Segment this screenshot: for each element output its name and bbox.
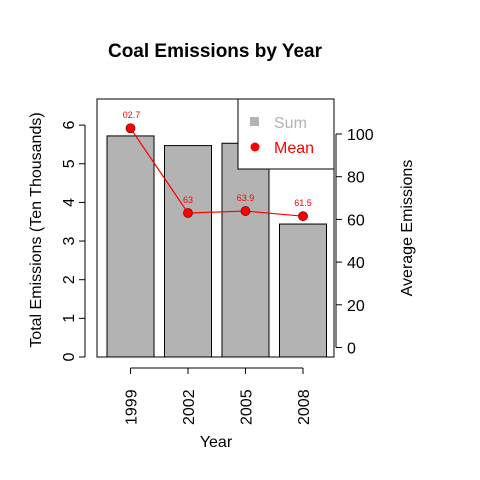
x-tick-label-2002: 2002 xyxy=(181,389,198,425)
right-tick-label-0: 0 xyxy=(347,341,356,358)
legend-box xyxy=(237,98,335,170)
legend-sum-swatch xyxy=(250,117,259,126)
bar-series-sum xyxy=(106,135,327,358)
x-axis-label: Year xyxy=(200,434,233,451)
mean-point-2008 xyxy=(298,211,308,222)
left-tick-label-1: 1 xyxy=(61,314,78,323)
legend-mean-marker xyxy=(250,142,260,152)
bar-1999 xyxy=(106,135,155,358)
bar-2005 xyxy=(221,142,270,358)
left-tick-label-6: 6 xyxy=(61,121,78,130)
left-tick-label-0: 0 xyxy=(61,352,78,361)
x-tick-label-2005: 2005 xyxy=(239,389,256,425)
bar-2008 xyxy=(279,223,327,358)
right-tick-label-40: 40 xyxy=(347,255,365,272)
mean-point-1999 xyxy=(125,123,136,134)
legend-mean-label: Mean xyxy=(274,140,314,157)
plot-frame xyxy=(96,98,335,358)
mean-point-2002 xyxy=(183,208,193,218)
mean-point-2005 xyxy=(240,206,251,216)
left-tick-label-5: 5 xyxy=(61,159,78,168)
mean-data-label-2008: 61.5 xyxy=(294,198,312,208)
x-tick-label-1999: 1999 xyxy=(124,389,141,425)
left-axis-label: Total Emissions (Ten Thousands) xyxy=(28,112,45,347)
right-axis: 0 20 40 60 80 100 xyxy=(335,127,374,358)
left-tick-label-3: 3 xyxy=(61,237,78,246)
right-axis-label: Average Emissions xyxy=(399,160,416,297)
bar-2002 xyxy=(164,145,212,358)
mean-data-label-2005: 63.9 xyxy=(237,193,255,203)
left-axis: 0 1 2 3 4 5 6 xyxy=(61,121,86,361)
line-series-mean: 02.7 63 63.9 61.5 xyxy=(123,110,312,222)
x-tick-label-2008: 2008 xyxy=(296,389,313,425)
left-tick-label-4: 4 xyxy=(61,198,78,207)
chart-title: Coal Emissions by Year xyxy=(108,41,323,62)
mean-data-label-1999: 02.7 xyxy=(123,110,141,120)
left-tick-label-2: 2 xyxy=(61,275,78,284)
legend: Sum Mean xyxy=(237,98,335,170)
legend-sum-label: Sum xyxy=(274,115,307,132)
mean-line-path xyxy=(130,127,304,217)
mean-data-label-2002: 63 xyxy=(183,195,193,205)
right-tick-label-100: 100 xyxy=(347,127,374,144)
x-axis: 1999 2002 2005 2008 xyxy=(124,367,313,425)
right-tick-label-60: 60 xyxy=(347,212,365,229)
right-tick-label-80: 80 xyxy=(347,170,365,187)
right-tick-label-20: 20 xyxy=(347,298,365,315)
